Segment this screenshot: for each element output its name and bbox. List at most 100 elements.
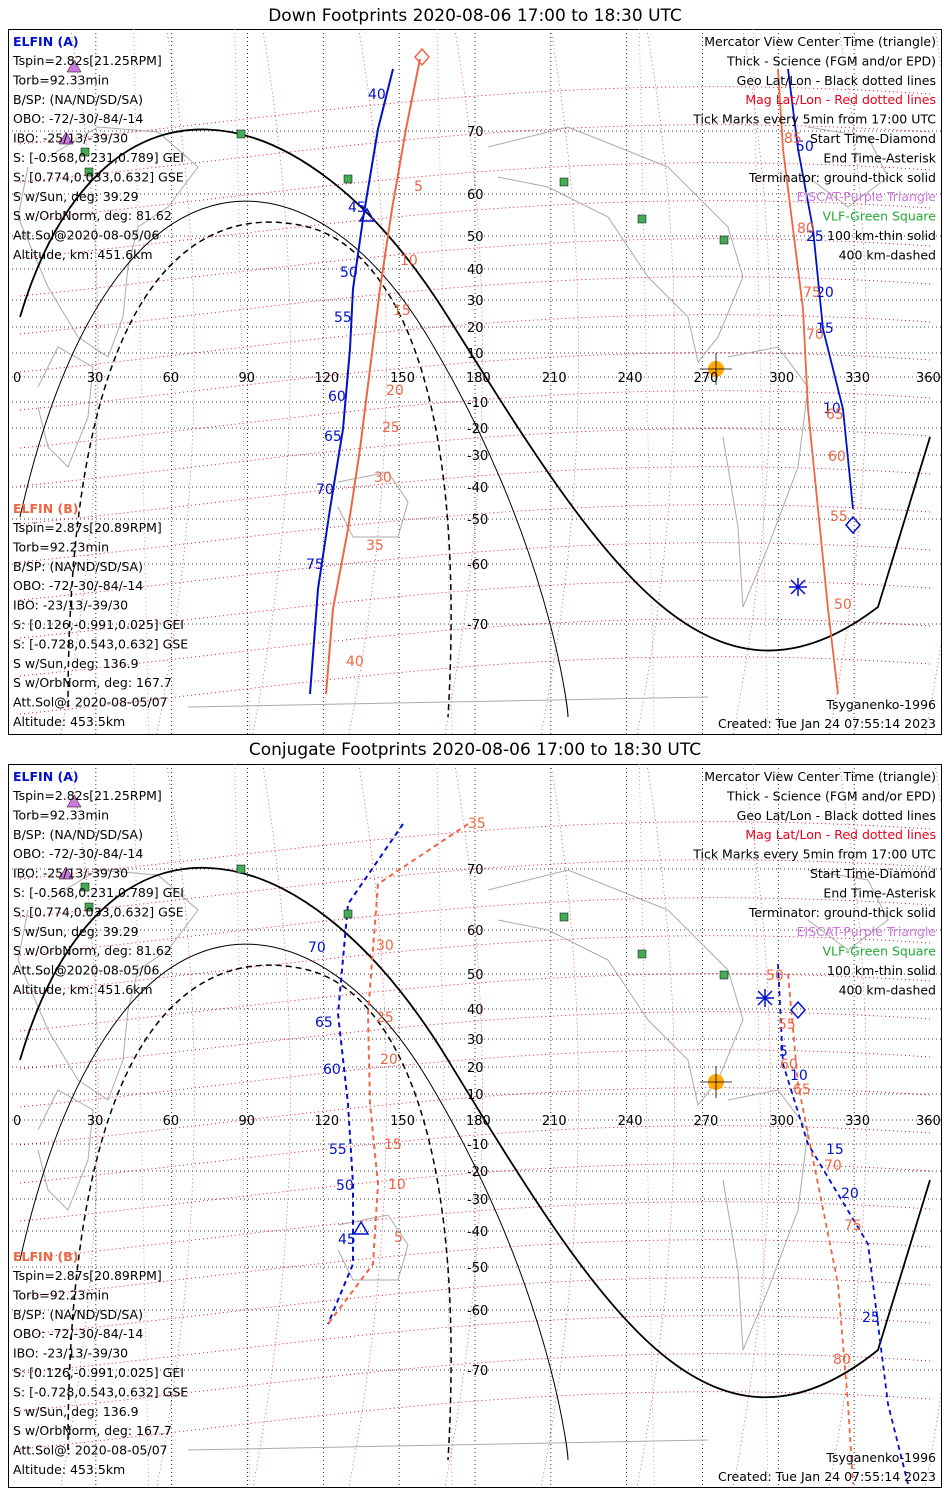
mag-lat-line [19, 1315, 931, 1374]
elfin-b-info-line: S: [0.126,-0.991,0.025] GEI [13, 1365, 184, 1380]
elfin-b-tick-label: 15 [384, 1137, 402, 1153]
elfin-a-header: ELFIN (A) [13, 769, 79, 784]
coastline [487, 126, 744, 364]
elfin-b-tick-label: 35 [366, 538, 384, 554]
elfin-b-info-line: OBO: -72/-30/-84/-14 [13, 1326, 143, 1341]
elfin-a-tick-label: 60 [328, 389, 346, 405]
mag-lat-line [19, 1201, 931, 1260]
legend-entry: Start Time-Diamond [810, 131, 936, 146]
eiscat-triangle-icon [58, 866, 74, 880]
mag-lat-line [19, 1011, 931, 1070]
lon-tick-label: 270 [694, 371, 719, 386]
elfin-a-tick-label: 25 [862, 1310, 880, 1326]
lat-tick-label: 10 [467, 347, 484, 362]
legend-entry: Geo Lat/Lon - Black dotted lines [737, 808, 936, 823]
geo-grid [8, 29, 942, 735]
markers [58, 47, 861, 596]
eiscat-triangle-icon [66, 794, 82, 808]
elfin-a-info-line: S w/Sun, deg: 39.29 [13, 924, 139, 939]
lon-tick-label: 270 [694, 1114, 719, 1129]
elfin-b-tick-label: 30 [376, 938, 394, 954]
elfin-a-tick-label: 10 [823, 401, 841, 417]
mag-lon-line [348, 764, 387, 1488]
eiscat-meridian [752, 764, 769, 1488]
legend-entry: 400 km-dashed [839, 247, 936, 262]
mag-lat-line [19, 580, 931, 639]
elfin-a-tick-label: 55 [329, 1142, 347, 1158]
coastline [37, 1089, 94, 1211]
lat-tick-label: -10 [467, 396, 488, 411]
lat-tick-label: -50 [467, 513, 488, 528]
axis-labels: 0 30 60 90 120 150 180 210 240 270 300 330 360 70 60 50… [13, 863, 941, 1379]
mag-lat-line [19, 1353, 931, 1412]
elfin-b-info-line: IBO: -23/13/-39/30 [13, 1346, 128, 1361]
mag-lat-line [19, 859, 931, 918]
lon-tick-label: 150 [390, 1114, 415, 1129]
panel-title-conjugate: Conjugate Footprints 2020-08-06 17:00 to… [248, 740, 702, 760]
lat-tick-label: -20 [467, 422, 488, 437]
elfin-b-track-2 [777, 68, 839, 695]
coastline [337, 471, 409, 538]
elfin-b-info-line: S w/OrbNorm, deg: 167.7 [13, 1423, 172, 1438]
elfin-b-info-line: Tspin=2.87s[20.89RPM] [12, 520, 162, 535]
legend-entry: 100 km-thin solid [827, 228, 936, 243]
created-label: Created: Tue Jan 24 07:55:14 2023 [718, 716, 936, 731]
terminator-100km [19, 200, 569, 718]
mag-lat-line [19, 352, 931, 411]
mag-lon-line [252, 29, 291, 735]
elfin-b-tick-label: 25 [376, 1010, 394, 1026]
lon-tick-label: 0 [13, 1114, 21, 1129]
legend-entry: EISCAT-Purple Triangle [797, 924, 937, 939]
axis-labels: 0 30 60 90 120 150 180 210 240 270 300 330 360 70 60 50… [13, 125, 941, 633]
mag-lat-line [19, 238, 931, 297]
elfin-b-tick-label: 5 [394, 1230, 403, 1246]
elfin-b-tick-label: 75 [844, 1218, 862, 1234]
elfin-a-info-line: Att.Sol@2020-08-05/06 [13, 228, 159, 243]
mag-lat-line [19, 1125, 931, 1184]
terminator [19, 866, 931, 1461]
elfin-b-tick-label: 10 [400, 253, 418, 269]
lat-tick-label: 60 [467, 188, 484, 203]
elfin-a-info-line: S w/OrbNorm, deg: 81.62 [13, 208, 172, 223]
elfin-a-tick-label: 50 [796, 139, 814, 155]
coastline [722, 1089, 809, 1351]
lon-tick-label: 330 [845, 1114, 870, 1129]
legend-entry: Terminator: ground-thick solid [748, 905, 936, 920]
elfin-b-info-line: S w/Sun, deg: 136.9 [13, 1404, 139, 1419]
terminator-ground [19, 128, 931, 652]
lat-tick-label: 40 [467, 1003, 484, 1018]
coastline [187, 1439, 709, 1451]
mag-lon-line [444, 764, 483, 1488]
coastline [487, 869, 744, 1107]
eiscat-meridian [638, 764, 655, 1488]
elfin-b-tick-label: 40 [346, 654, 364, 670]
legend-entry: Mercator View Center Time (triangle) [704, 34, 936, 49]
elfin-a-info-line: S w/Sun, deg: 39.29 [13, 189, 139, 204]
elfin-b-tick-label: 60 [780, 1057, 798, 1073]
start-diamond-icon [414, 47, 430, 67]
vlf-square-icon [637, 949, 647, 959]
legend-entry: Mercator View Center Time (triangle) [704, 769, 936, 784]
elfin-a-tick-label: 75 [306, 557, 324, 573]
model-label: Tsyganenko-1996 [825, 1450, 936, 1465]
elfin-a-header: ELFIN (A) [13, 34, 79, 49]
elfin-b-tick-label: 85 [784, 131, 802, 147]
elfin-b-header: ELFIN (B) [13, 501, 78, 516]
lon-tick-label: 60 [163, 371, 180, 386]
elfin-a-info-line: S: [0.774,0.033,0.632] GSE [13, 169, 184, 184]
mag-lat-line [19, 276, 931, 335]
mag-lat-line [19, 1163, 931, 1222]
elfin-a-info-line: Altitude, km: 451.6km [13, 247, 153, 262]
lat-tick-label: -70 [467, 1364, 488, 1379]
coastline [37, 346, 94, 468]
lon-tick-label: 210 [542, 1114, 567, 1129]
elfin-b-info-line: Altitude: 453.5km [13, 714, 125, 729]
legend-entry: 100 km-thin solid [827, 963, 936, 978]
elfin-a-tick-label: 20 [841, 1186, 859, 1202]
eiscat-meridian [133, 29, 150, 735]
mag-lon-line [60, 764, 99, 1488]
mag-lat-line [19, 897, 931, 956]
model-label: Tsyganenko-1996 [825, 697, 936, 712]
elfin-a-info-line: Tspin=2.82s[21.25RPM] [12, 53, 162, 68]
lon-tick-label: 300 [769, 1114, 794, 1129]
